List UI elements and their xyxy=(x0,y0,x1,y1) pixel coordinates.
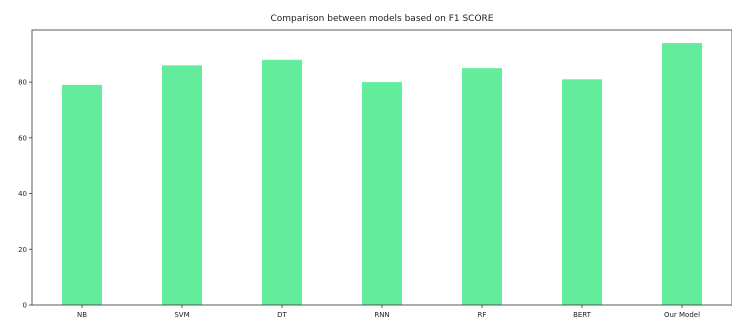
bar-rf xyxy=(462,68,502,305)
bar-dt xyxy=(262,59,302,306)
bar-our-model xyxy=(662,43,702,305)
plot-area-frame xyxy=(31,29,732,306)
x-tick-label: SVM xyxy=(174,311,189,319)
x-axis-ticks: NB SVM DT RNN RF BERT Our Model xyxy=(77,305,700,319)
y-tick-label: 0 xyxy=(23,302,27,310)
x-tick-label: Our Model xyxy=(664,311,700,319)
bar-rnn xyxy=(362,82,402,306)
y-tick-label: 40 xyxy=(18,190,27,198)
bar-nb xyxy=(62,84,102,305)
chart-title: Comparison between models based on F1 SC… xyxy=(271,14,494,24)
x-tick-label: NB xyxy=(77,311,87,319)
bars-group xyxy=(62,43,702,306)
bar-bert xyxy=(562,79,602,306)
y-tick-label: 60 xyxy=(18,134,27,142)
x-tick-label: RNN xyxy=(374,311,389,319)
x-tick-label: RF xyxy=(478,311,487,319)
y-tick-label: 80 xyxy=(18,79,27,87)
x-tick-label: BERT xyxy=(573,311,592,319)
y-tick-label: 20 xyxy=(18,246,27,254)
y-axis-ticks: 0 20 40 60 80 xyxy=(18,79,32,310)
bar-svm xyxy=(162,65,202,305)
x-tick-label: DT xyxy=(277,311,287,319)
